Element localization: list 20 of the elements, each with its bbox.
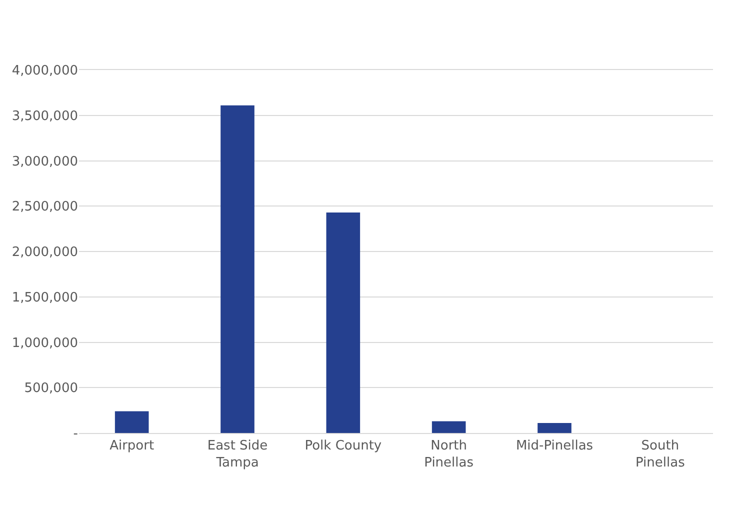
x-tick-label: East Side Tampa	[207, 438, 268, 470]
bar	[538, 423, 572, 433]
y-tick-label: 2,500,000	[12, 200, 78, 215]
y-tick-label: 2,000,000	[12, 245, 78, 260]
x-tick-label: North Pinellas	[424, 438, 474, 470]
x-tick-label: South Pinellas	[635, 438, 686, 470]
y-tick-label: 4,000,000	[12, 64, 78, 79]
y-tick-label: 3,500,000	[12, 108, 78, 124]
y-tick-label: -	[73, 426, 78, 442]
x-tick-label: Polk County	[304, 438, 382, 454]
y-tick-label: 500,000	[24, 381, 78, 396]
y-tick-label: 3,000,000	[12, 154, 78, 170]
bar	[220, 105, 254, 433]
bar	[432, 421, 466, 433]
y-tick-label: 1,000,000	[12, 336, 78, 351]
x-tick-label: Mid-Pinellas	[516, 438, 594, 454]
y-tick-label: 1,500,000	[12, 290, 78, 306]
bar	[326, 212, 360, 433]
bar	[114, 411, 149, 433]
x-tick-label: Airport	[110, 438, 154, 454]
